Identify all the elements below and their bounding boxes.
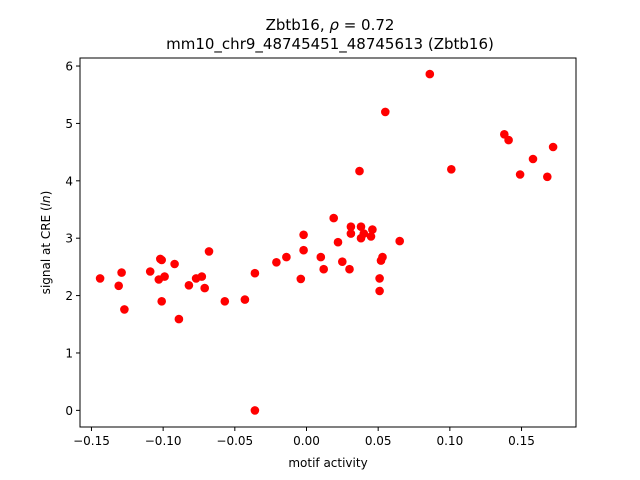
data-point-12	[184, 281, 194, 290]
y-tick-label: 3	[65, 232, 73, 246]
data-point-20	[250, 406, 260, 415]
data-point-26	[316, 252, 326, 262]
x-axis-ticks: −0.15 −0.10 −0.05 0.00 0.05 0.10 0.15	[73, 427, 535, 448]
data-points	[95, 69, 558, 415]
data-point-51	[528, 154, 538, 164]
y-tick-label: 2	[65, 289, 73, 303]
chart-title-line1: Zbtb16, ρ = 0.72	[266, 16, 395, 34]
data-point-53	[548, 142, 558, 152]
data-point-32	[346, 222, 356, 231]
chart-title-line2: mm10_chr9_48745451_48745613 (Zbtb16)	[166, 35, 494, 54]
y-tick-label: 0	[65, 404, 73, 418]
data-point-25	[299, 230, 308, 240]
x-tick-label: −0.05	[216, 434, 253, 448]
data-point-24	[299, 245, 308, 255]
data-point-23	[296, 274, 306, 284]
data-point-35	[356, 222, 366, 231]
data-point-14	[197, 272, 207, 281]
x-tick-label: 0.05	[365, 434, 392, 448]
data-point-38	[366, 232, 376, 241]
data-point-50	[515, 170, 525, 179]
y-tick-label: 1	[65, 346, 73, 360]
data-point-7	[157, 255, 166, 265]
data-point-41	[375, 286, 384, 296]
x-tick-label: 0.15	[508, 434, 535, 448]
data-point-9	[160, 272, 169, 281]
data-point-45	[395, 236, 405, 246]
data-point-15	[200, 283, 209, 293]
data-point-28	[329, 213, 339, 223]
data-point-39	[368, 225, 377, 234]
x-axis-label: motif activity	[288, 456, 367, 470]
data-point-4	[145, 267, 155, 276]
data-point-49	[504, 135, 513, 145]
data-point-2	[117, 268, 126, 277]
y-axis-ticks: 0 1 2 3 4 5 6	[65, 60, 80, 418]
data-point-19	[250, 268, 260, 278]
data-point-40	[375, 274, 384, 283]
y-axis-label: signal at CRE (ln)	[39, 191, 53, 295]
data-point-34	[355, 166, 364, 176]
data-point-0	[95, 274, 105, 283]
data-point-8	[157, 297, 166, 306]
data-point-29	[333, 237, 343, 247]
plot-frame	[79, 57, 577, 428]
data-point-18	[240, 295, 250, 304]
data-point-16	[204, 247, 214, 256]
y-tick-label: 6	[65, 60, 73, 74]
data-point-44	[381, 107, 390, 117]
y-tick-label: 4	[65, 174, 73, 188]
data-point-3	[120, 305, 129, 314]
data-point-43	[378, 252, 387, 262]
x-tick-label: 0.10	[436, 434, 463, 448]
data-point-46	[425, 69, 435, 79]
data-point-27	[319, 264, 329, 274]
data-point-10	[170, 259, 179, 269]
data-point-37	[359, 229, 369, 238]
data-point-11	[174, 314, 184, 324]
x-tick-label: −0.15	[73, 434, 110, 448]
data-point-30	[338, 257, 347, 267]
data-point-47	[447, 165, 456, 174]
data-point-21	[272, 258, 281, 267]
y-tick-label: 5	[65, 117, 73, 131]
x-tick-label: −0.10	[145, 434, 182, 448]
data-point-31	[345, 264, 354, 274]
x-tick-label: 0.00	[293, 434, 320, 448]
data-point-22	[282, 252, 291, 262]
data-point-33	[346, 229, 356, 238]
data-point-1	[114, 281, 123, 291]
data-point-17	[220, 297, 230, 306]
data-point-52	[543, 172, 552, 182]
